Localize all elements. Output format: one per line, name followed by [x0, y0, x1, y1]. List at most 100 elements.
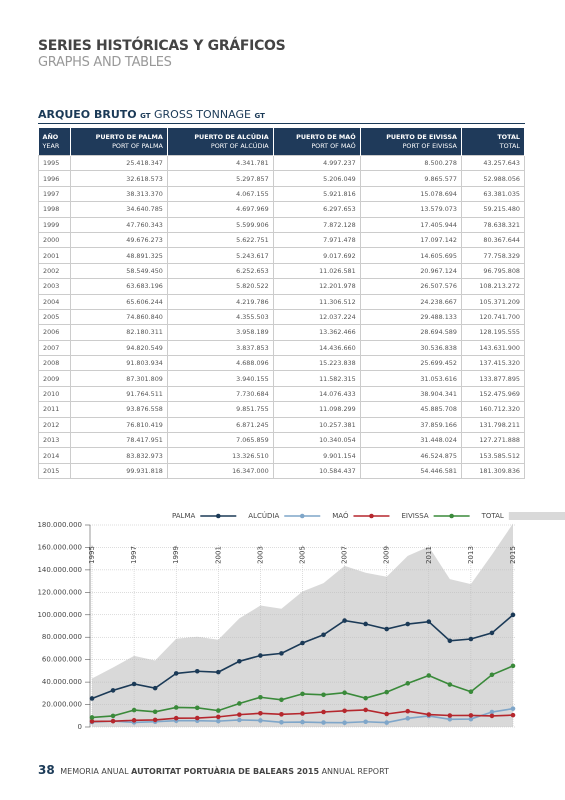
table-row: 2011 93.876.558 9.851.755 11.098.299 45.885.…	[37, 401, 526, 418]
table-cell: 54.446.581	[359, 462, 462, 480]
point	[258, 711, 263, 716]
table-cell: 2006	[37, 324, 72, 341]
table-cell: 91.803.934	[70, 355, 168, 372]
table-cell: 25.699.452	[359, 355, 462, 372]
table-cell: 152.475.969	[460, 385, 526, 403]
point	[321, 709, 326, 715]
table-cell: 15.078.694	[359, 185, 462, 203]
x-tick-label: 2005	[299, 546, 307, 564]
table-cell: 153.585.512	[460, 447, 526, 464]
y-tick-label: 40.000.000	[42, 678, 82, 686]
table-cell: 37.859.166	[359, 416, 462, 434]
point	[216, 718, 221, 724]
point	[110, 713, 116, 719]
table-cell: 9.851.755	[166, 401, 274, 418]
table-cell: 143.631.900	[460, 339, 526, 357]
page-title: SERIES HISTÓRICAS Y GRÁFICOS	[38, 38, 286, 54]
table-cell: 10.584.437	[272, 462, 361, 480]
table-cell: 48.891.325	[70, 247, 168, 264]
table-cell: 45.885.708	[359, 401, 462, 418]
table-body: 1995 25.418.347 4.341.781 4.997.237 8.500.27…	[37, 154, 526, 480]
table-cell: 2014	[37, 447, 72, 464]
header-es: PUERTO DE MAÓ	[296, 133, 356, 142]
table-cell: 5.243.617	[166, 247, 274, 264]
table-cell: 2003	[37, 278, 72, 295]
point	[152, 717, 158, 723]
table-cell: 5.206.049	[272, 170, 361, 187]
table-cell: 2012	[37, 416, 72, 434]
table-cell: 99.931.818	[70, 462, 168, 480]
legend-marker	[369, 513, 374, 519]
table-cell: 76.810.419	[70, 416, 168, 434]
table-cell: 29.488.133	[359, 308, 462, 326]
column-header: TOTAL TOTAL	[461, 128, 526, 156]
table-cell: 2004	[37, 293, 72, 310]
legend-label: PALMA	[172, 512, 196, 520]
point	[173, 671, 179, 676]
point	[89, 719, 95, 724]
point	[489, 709, 495, 715]
point	[131, 681, 137, 687]
table-cell: 1996	[37, 170, 72, 187]
point	[489, 630, 495, 636]
point	[510, 706, 516, 711]
table-cell: 28.694.589	[359, 324, 462, 341]
table-row: 2010 91.764.511 7.730.684 14.076.433 38.904.…	[37, 385, 526, 403]
point	[468, 689, 474, 695]
point	[300, 691, 305, 697]
point	[194, 668, 200, 674]
point	[363, 621, 368, 627]
table-cell: 32.618.573	[70, 170, 168, 187]
table-row: 2008 91.803.934 4.688.096 15.223.838 25.699.…	[37, 355, 526, 372]
table-cell: 11.582.315	[272, 370, 361, 387]
table-cell: 2013	[37, 432, 72, 449]
table-row: 2015 99.931.818 16.347.000 10.584.437 54.446…	[37, 462, 526, 480]
table-cell: 2011	[37, 401, 72, 418]
table-cell: 3.940.155	[166, 370, 274, 387]
y-tick-label: 100.000.000	[37, 611, 82, 619]
table-cell: 87.301.809	[70, 370, 168, 387]
point	[363, 707, 368, 713]
table-cell: 1997	[37, 185, 72, 203]
table-cell: 9.017.692	[272, 247, 361, 264]
footer-text: AUTORITAT PORTUÀRIA DE BALEARS 2015	[131, 767, 320, 776]
data-table: AÑO YEAR PUERTO DE PALMA PORT OF PALMA PUERT…	[37, 128, 526, 480]
point	[468, 713, 474, 718]
table-cell: 4.341.781	[166, 154, 274, 172]
y-tick-label: 180.000.000	[37, 521, 82, 529]
legend-label: TOTAL	[481, 512, 504, 520]
table-cell: 7.065.859	[166, 432, 274, 449]
table-cell: 77.758.329	[460, 247, 526, 264]
point	[216, 714, 221, 720]
table-cell: 131.798.211	[460, 416, 526, 434]
table-row: 2012 76.810.419 6.871.245 10.257.381 37.859.…	[37, 416, 526, 434]
footer: 38 MEMORIA ANUAL AUTORITAT PORTUÀRIA DE …	[38, 763, 389, 777]
header-en: PORT OF PALMA	[112, 141, 163, 150]
unit: GT	[140, 112, 151, 120]
table-cell: 9.901.154	[272, 447, 361, 464]
table-row: 1997 38.313.370 4.067.155 5.921.816 15.078.6…	[37, 185, 526, 203]
header-es: TOTAL	[497, 133, 520, 142]
legend-label: EIVISSA	[401, 512, 428, 520]
table-cell: 1995	[37, 154, 72, 172]
table-cell: 2007	[37, 339, 72, 357]
table-cell: 46.524.875	[359, 447, 462, 464]
table-cell: 4.697.969	[166, 201, 274, 218]
column-header: PUERTO DE EIVISSA PORT OF EIVISSA	[360, 128, 462, 156]
table-cell: 3.958.189	[166, 324, 274, 341]
table-row: 2004 65.606.244 4.219.786 11.306.512 24.238.…	[37, 293, 526, 310]
point	[447, 638, 453, 644]
point	[426, 712, 432, 717]
table-cell: 7.730.684	[166, 385, 274, 403]
page-number: 38	[38, 763, 55, 777]
table-row: 2014 83.832.973 13.326.510 9.901.154 46.524.…	[37, 447, 526, 464]
header-es: PUERTO DE EIVISSA	[386, 133, 457, 142]
header-es: PUERTO DE ALCÚDIA	[194, 133, 269, 142]
point	[426, 673, 432, 678]
table-cell: 133.877.895	[460, 370, 526, 387]
table-row: 2000 49.676.273 5.622.751 7.971.478 17.097.1…	[37, 231, 526, 249]
unit: GT	[254, 112, 265, 120]
table-row: 2005 74.860.840 4.355.503 12.037.224 29.488.…	[37, 308, 526, 326]
header-es: AÑO	[42, 133, 59, 142]
